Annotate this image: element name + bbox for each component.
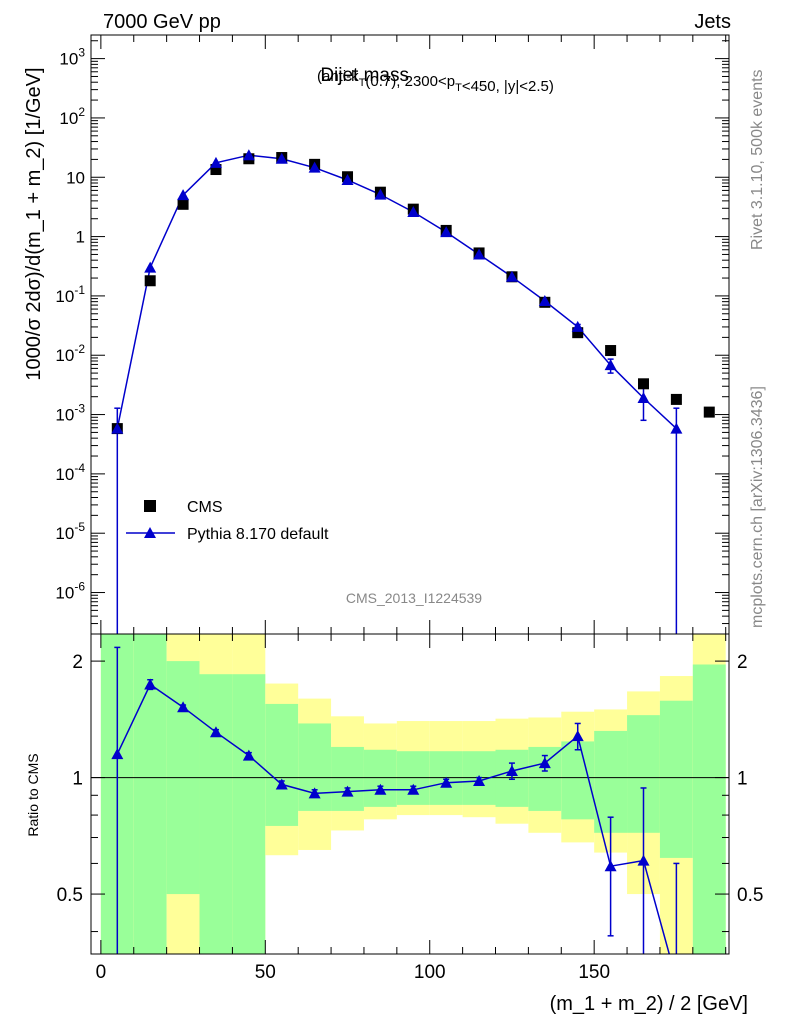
main-marks [111, 149, 715, 634]
ytick-label: 10-4 [55, 461, 85, 484]
legend-mc-label: Pythia 8.170 default [187, 526, 329, 543]
cms-point [605, 345, 617, 357]
mc-point [571, 320, 584, 332]
cms-point [144, 275, 156, 287]
mc-point [473, 248, 486, 260]
mc-point [407, 205, 420, 217]
cms-point [703, 406, 715, 418]
ytick-label: 10-1 [55, 283, 85, 306]
mc-point [275, 152, 288, 164]
ratio-point [111, 748, 124, 760]
mc-point [604, 359, 617, 371]
ratio-point [670, 974, 682, 985]
mc-point [209, 156, 222, 168]
ratio-point [242, 749, 255, 761]
main-plot-area [91, 35, 729, 634]
ratio-ytick-label: 1 [72, 769, 83, 790]
watermark: CMS_2013_I1224539 [346, 590, 482, 606]
xtick-label: 50 [255, 962, 276, 983]
ratio-point [275, 778, 288, 790]
mc-point [374, 188, 387, 200]
mc-point [538, 295, 551, 307]
ratio-ytick-label-right: 0.5 [737, 885, 763, 906]
ytick-label: 1 [76, 228, 85, 247]
ratio-band-inner [265, 703, 299, 826]
ratio-point [308, 787, 321, 799]
mc-point [637, 392, 650, 404]
legend-cms-label: CMS [187, 499, 223, 516]
ratio-band-inner [363, 749, 397, 807]
ratio-ytick-label-right: 2 [737, 652, 748, 673]
x-axis-title: (m_1 + m_2) / 2 [GeV] [550, 993, 748, 1015]
ratio-ticks: 0.5 0.5 1 1 2 2 0 50 100 150 [57, 634, 763, 983]
ratio-marks [91, 646, 729, 985]
ratio-point [407, 783, 420, 795]
legend: CMS Pythia 8.170 default [126, 499, 329, 543]
ytick-label: 102 [59, 105, 85, 128]
ytick-label: 10 [66, 168, 85, 187]
ratio-ytick-label: 2 [72, 652, 83, 673]
mc-point [308, 161, 321, 173]
ratio-point [604, 860, 617, 872]
ratio-point [505, 764, 518, 776]
cms-point [177, 198, 189, 210]
ratio-point [177, 701, 190, 713]
cms-point [637, 378, 649, 390]
main-ticks: 10-6 10-5 10-4 10-3 10-2 10-1 1 10 102 103 [55, 35, 729, 635]
cms-point [210, 164, 222, 176]
ratio-point [374, 783, 387, 795]
ratio-band-inner [692, 664, 726, 954]
ratio-bands [100, 634, 726, 954]
ratio-point [571, 730, 584, 742]
ratio-point [144, 678, 157, 690]
xtick-label: 150 [578, 962, 610, 983]
ratio-point [637, 854, 650, 866]
mc-point [144, 261, 157, 273]
cms-point [670, 393, 682, 405]
cms-point [572, 327, 584, 339]
main-panel: 10-6 10-5 10-4 10-3 10-2 10-1 1 10 102 103 Dijet … [55, 34, 730, 635]
main-title: Dijet mass [320, 65, 409, 86]
xtick-label: 100 [414, 962, 446, 983]
rivet-label: Rivet 3.1.10, 500k events [749, 69, 766, 250]
legend-mc-marker [144, 527, 156, 538]
mcplots-label: mcplots.cern.ch [arXiv:1306.3436] [749, 386, 766, 628]
ratio-band-inner [594, 730, 628, 833]
main-title-detail: (anti-kT(0.7), 2300<pT<450, |y|<2.5) [317, 68, 554, 95]
ratio-ytick-label-right: 1 [737, 769, 748, 790]
ytick-label: 10-5 [55, 520, 85, 543]
ratio-point [538, 757, 551, 769]
ratio-band-inner [199, 674, 233, 954]
ratio-frame [90, 633, 730, 955]
mc-point [670, 422, 683, 434]
ytick-label: 103 [59, 46, 85, 69]
ratio-line [116, 683, 671, 954]
ratio-point [341, 785, 354, 797]
ratio-band-inner [659, 700, 693, 858]
mc-point [111, 422, 124, 434]
ytick-label: 10-2 [55, 342, 85, 365]
ratio-panel: 0.5 0.5 1 1 2 2 0 50 100 150 [57, 633, 763, 985]
legend-cms-marker [144, 500, 156, 512]
ratio-ytick-label: 0.5 [57, 885, 83, 906]
header-left: 7000 GeV pp [103, 11, 221, 33]
ratio-point [473, 774, 486, 786]
mc-point [440, 226, 453, 238]
ytick-label: 10-3 [55, 402, 85, 425]
xtick-label: 0 [96, 962, 107, 983]
ytick-label: 10-6 [55, 580, 85, 603]
header-right: Jets [694, 11, 731, 33]
ratio-band-inner [331, 746, 364, 811]
mc-point [341, 173, 354, 185]
mc-point [177, 189, 190, 201]
main-ylabel: 1000/σ 2dσ)/d(m_1 + m_2) [1/GeV] [23, 67, 45, 380]
ratio-point [209, 726, 222, 738]
ratio-point [440, 776, 453, 788]
mc-point [242, 149, 255, 161]
ratio-band-inner [232, 674, 266, 954]
ratio-band-inner [133, 634, 167, 954]
mc-point [505, 270, 518, 282]
ratio-ylabel: Ratio to CMS [25, 753, 41, 836]
